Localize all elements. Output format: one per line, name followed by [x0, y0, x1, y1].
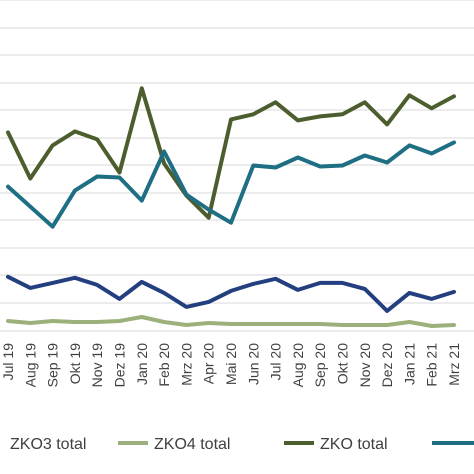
legend-label-zko3: ZKO3 total	[10, 436, 86, 453]
x-tick-label: Jan 21	[401, 343, 417, 385]
series-lines	[6, 86, 456, 328]
x-tick-label: Jan 20	[134, 343, 150, 385]
x-tick-label: Feb 20	[156, 343, 172, 387]
x-tick-label: Jul 19	[0, 343, 16, 381]
x-tick-label: Dez 20	[379, 343, 395, 388]
x-tick-label: Jun 20	[245, 343, 261, 385]
x-tick-label: Nov 20	[357, 343, 373, 388]
x-tick-label: Feb 21	[424, 343, 440, 387]
x-tick-label: Sep 20	[312, 343, 328, 388]
x-tick-label: Apr 20	[201, 343, 217, 384]
gridlines	[0, 0, 474, 332]
x-tick-label: Dez 19	[112, 343, 128, 388]
legend-label-zko: ZKO total	[320, 436, 388, 453]
x-tick-label: Aug 20	[290, 343, 306, 388]
x-axis-tick-labels: Jul 19 Aug 19 Sep 19 Okt 19 Nov 19 Dez 19 Jan …	[0, 343, 462, 388]
legend: ZKO3 total ZKO4 total ZKO total	[10, 436, 474, 453]
x-tick-label: Okt 20	[335, 343, 351, 384]
x-tick-label: Jul 20	[268, 343, 284, 381]
series-line-zko3-total	[6, 274, 456, 313]
series-line-zko-total	[6, 86, 456, 220]
x-tick-label: Mrz 20	[178, 343, 194, 386]
legend-label-zko4: ZKO4 total	[154, 436, 230, 453]
x-tick-label: Mai 20	[223, 343, 239, 385]
x-tick-label: Nov 19	[89, 343, 105, 388]
x-tick-label: Okt 19	[67, 343, 83, 384]
x-tick-label: Aug 19	[22, 343, 38, 388]
series-line-zko4-total	[6, 315, 456, 328]
x-tick-label: Sep 19	[45, 343, 61, 388]
series-line-unnamed	[6, 140, 456, 229]
x-tick-label: Mrz 21	[446, 343, 462, 386]
